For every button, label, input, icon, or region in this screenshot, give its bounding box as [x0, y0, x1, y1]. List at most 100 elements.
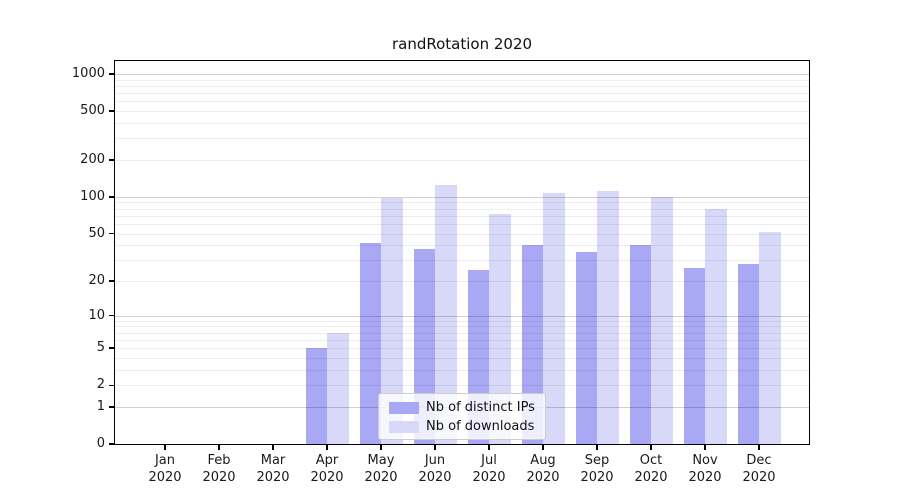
gridline-minor	[115, 138, 809, 140]
gridline-minor	[115, 348, 809, 350]
gridline-minor	[115, 260, 809, 262]
x-tick	[164, 445, 166, 450]
gridline-major	[115, 196, 809, 198]
chart-title: randRotation 2020	[391, 35, 533, 53]
bar-downloads	[759, 232, 781, 444]
bar-downloads	[489, 214, 511, 444]
x-tick-label: Feb 2020	[202, 453, 236, 485]
y-tick	[109, 232, 114, 235]
bar-downloads	[381, 197, 403, 444]
gridline-minor	[115, 281, 809, 282]
x-tick	[650, 445, 652, 450]
legend-item-distinct-ips: Nb of distinct IPs	[389, 398, 537, 417]
bar-distinct-ips	[683, 267, 705, 444]
x-tick	[326, 445, 328, 450]
bar-distinct-ips	[629, 245, 651, 444]
y-tick-label: 5	[96, 340, 105, 356]
y-tick	[109, 159, 114, 161]
x-tick	[218, 445, 220, 450]
x-tick-label: Jul 2020	[472, 453, 506, 485]
y-tick-label: 1000	[71, 66, 105, 81]
bar-downloads	[435, 184, 457, 444]
gridline-major	[115, 74, 809, 75]
bar-downloads	[651, 196, 673, 444]
legend-swatch-distinct-ips	[389, 401, 419, 414]
gridline-minor	[115, 79, 809, 81]
gridline-major	[115, 315, 809, 317]
bar-distinct-ips	[359, 242, 381, 444]
y-tick	[109, 73, 114, 75]
y-tick-label: 200	[80, 152, 105, 167]
legend-label-distinct-ips: Nb of distinct IPs	[426, 400, 535, 415]
bar-downloads	[597, 191, 619, 444]
gridline-minor	[115, 86, 809, 87]
y-tick-label: 100	[80, 188, 105, 204]
gridline-minor	[115, 101, 809, 103]
y-tick-label: 2	[96, 377, 105, 393]
x-tick	[758, 445, 760, 450]
x-tick	[488, 445, 490, 450]
gridline-minor	[115, 339, 809, 341]
gridline-minor	[115, 332, 809, 334]
gridline-minor	[115, 326, 809, 328]
y-tick	[109, 347, 114, 349]
gridline-minor	[115, 123, 809, 124]
gridline-minor	[115, 320, 809, 322]
x-tick-label: Mar 2020	[256, 453, 290, 485]
gridline-minor	[115, 208, 809, 210]
y-tick	[109, 110, 114, 112]
legend-swatch-downloads	[389, 420, 419, 433]
legend-box: Nb of distinct IPs Nb of downloads	[378, 393, 546, 440]
y-tick	[109, 314, 114, 317]
gridline-minor	[115, 369, 809, 371]
x-tick	[272, 445, 274, 450]
gridline-minor	[115, 357, 809, 359]
bar-downloads	[705, 209, 727, 444]
gridline-minor	[115, 202, 809, 204]
bar-downloads	[543, 192, 565, 444]
x-tick-label: Apr 2020	[310, 453, 344, 485]
y-tick-label: 500	[80, 103, 105, 119]
y-tick-label: 50	[88, 225, 105, 241]
x-tick	[380, 445, 382, 450]
x-tick-label: Nov 2020	[688, 453, 722, 485]
bar-distinct-ips	[737, 263, 759, 444]
bar-distinct-ips	[305, 348, 327, 444]
gridline-minor	[115, 111, 809, 113]
gridline-minor	[115, 160, 809, 161]
bar-distinct-ips	[575, 252, 597, 444]
gridline-minor	[115, 385, 809, 387]
bar-downloads	[327, 332, 349, 444]
x-tick-label: Oct 2020	[634, 453, 668, 485]
y-tick	[109, 406, 114, 408]
gridline-minor	[115, 215, 809, 217]
x-tick-label: Dec 2020	[742, 453, 776, 485]
gridline-minor	[115, 245, 809, 247]
x-tick	[542, 445, 544, 450]
legend-item-downloads: Nb of downloads	[389, 417, 537, 436]
x-tick-label: Aug 2020	[526, 453, 560, 485]
x-tick	[434, 445, 436, 450]
x-tick	[704, 445, 706, 450]
y-tick	[109, 280, 114, 282]
gridline-minor	[115, 93, 809, 95]
y-tick-label: 1	[96, 398, 105, 414]
x-tick-label: Jan 2020	[148, 453, 182, 485]
gridline-minor	[115, 223, 809, 225]
y-tick	[109, 196, 114, 198]
x-tick	[596, 445, 598, 450]
y-tick-label: 10	[88, 307, 105, 323]
x-tick-label: May 2020	[364, 453, 398, 485]
y-tick-label: 20	[88, 273, 105, 288]
x-tick-label: Sep 2020	[580, 453, 614, 485]
x-tick-label: Jun 2020	[418, 453, 452, 485]
y-tick	[109, 443, 114, 445]
gridline-minor	[115, 233, 809, 235]
y-tick-label: 0	[96, 436, 105, 451]
legend-label-downloads: Nb of downloads	[426, 419, 535, 434]
y-tick	[109, 384, 114, 386]
